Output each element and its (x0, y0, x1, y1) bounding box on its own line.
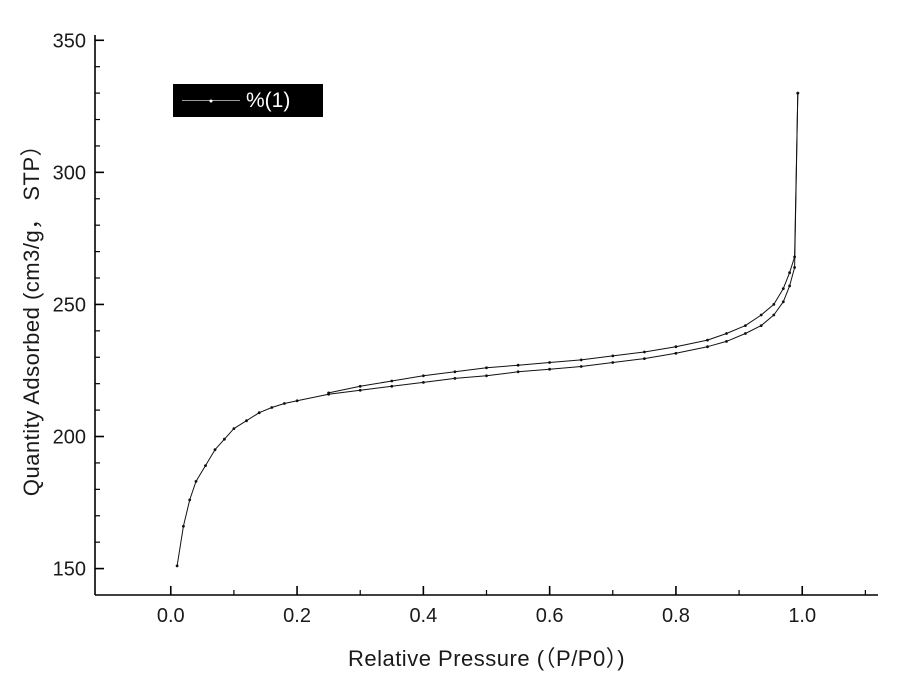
series-marker-desorption-branch (579, 358, 583, 362)
y-axis-title: Quantity Adsorbed (cm3/g， STP） (19, 133, 44, 497)
series-marker-adsorption-branch (175, 564, 179, 568)
series-marker-adsorption-branch (188, 498, 192, 502)
series-marker-desorption-branch (390, 379, 394, 383)
series-marker-adsorption-branch (422, 381, 425, 384)
x-tick-label: 0.4 (409, 605, 437, 627)
legend-line-sample (182, 99, 240, 103)
x-tick-label: 0.2 (283, 605, 311, 627)
series-marker-adsorption-branch (223, 437, 226, 441)
series-marker-desorption-branch (643, 350, 646, 354)
series-marker-adsorption-branch (706, 345, 709, 349)
series-marker-adsorption-branch (725, 340, 728, 343)
series-marker-adsorption-branch (390, 384, 394, 388)
x-tick-label: 0.0 (157, 605, 185, 627)
series-marker-desorption-branch (706, 338, 709, 342)
series-marker-adsorption-branch (283, 402, 286, 405)
series-marker-desorption-branch (422, 374, 425, 378)
y-tick-label: 150 (53, 559, 86, 581)
series-marker-adsorption-branch (744, 332, 747, 335)
y-tick-label: 200 (53, 427, 86, 449)
series-marker-adsorption-branch (788, 284, 791, 288)
series-marker-desorption-branch (788, 271, 791, 275)
series-marker-adsorption-branch (232, 427, 236, 430)
series-marker-adsorption-branch (453, 377, 457, 380)
series-line-adsorption-branch (176, 93, 799, 566)
x-tick-label: 1.0 (788, 605, 816, 627)
series-marker-desorption-branch (781, 287, 785, 290)
series-marker-adsorption-branch (245, 419, 248, 423)
series-marker-desorption-branch (358, 384, 362, 388)
series-marker-desorption-branch (793, 255, 796, 259)
series-marker-adsorption-branch (257, 411, 261, 415)
series-marker-desorption-branch (611, 354, 615, 358)
series-marker-adsorption-branch (674, 351, 678, 355)
series-marker-desorption-branch (725, 332, 728, 335)
legend-marker-dot (209, 99, 213, 103)
series-marker-desorption-branch (453, 370, 457, 374)
series-marker-adsorption-branch (793, 266, 796, 269)
y-tick-label: 250 (53, 294, 86, 316)
series-marker-adsorption-branch (548, 367, 551, 371)
series-marker-desorption-branch (516, 363, 520, 367)
series-marker-adsorption-branch (270, 406, 274, 409)
series-marker-adsorption-branch (781, 300, 785, 304)
series-marker-adsorption-branch (204, 464, 207, 467)
series-marker-desorption-branch (327, 391, 330, 395)
series-marker-adsorption-branch (759, 324, 763, 327)
legend-label: %(1) (246, 88, 291, 112)
series-marker-adsorption-branch (213, 448, 217, 452)
x-tick-label: 0.6 (536, 605, 564, 627)
series-marker-desorption-branch (548, 361, 551, 364)
series-marker-adsorption-branch (516, 370, 520, 374)
series-marker-desorption-branch (744, 324, 747, 327)
legend: %(1) (173, 84, 323, 117)
series-line-desorption-branch (328, 93, 799, 394)
y-tick-label: 300 (53, 162, 86, 184)
x-tick-label: 0.8 (662, 605, 690, 627)
y-tick-label: 350 (53, 30, 86, 52)
series-marker-adsorption-branch (194, 480, 198, 483)
series-marker-desorption-branch (674, 345, 678, 349)
series-marker-desorption-branch (772, 303, 776, 306)
series-marker-adsorption-branch (358, 388, 362, 392)
series-marker-adsorption-branch (485, 374, 488, 378)
x-axis-title: Relative Pressure (（P/P0）) (347, 646, 626, 671)
series-marker-desorption-branch (485, 366, 488, 370)
series-marker-adsorption-branch (643, 357, 646, 360)
series-marker-adsorption-branch (611, 361, 615, 364)
series-marker-adsorption-branch (579, 365, 583, 368)
series-marker-adsorption-branch (182, 524, 185, 528)
series-marker-adsorption-branch (295, 399, 299, 403)
series-marker-adsorption-branch (772, 313, 776, 317)
series-marker-desorption-branch (796, 91, 800, 95)
series-marker-desorption-branch (759, 313, 763, 317)
